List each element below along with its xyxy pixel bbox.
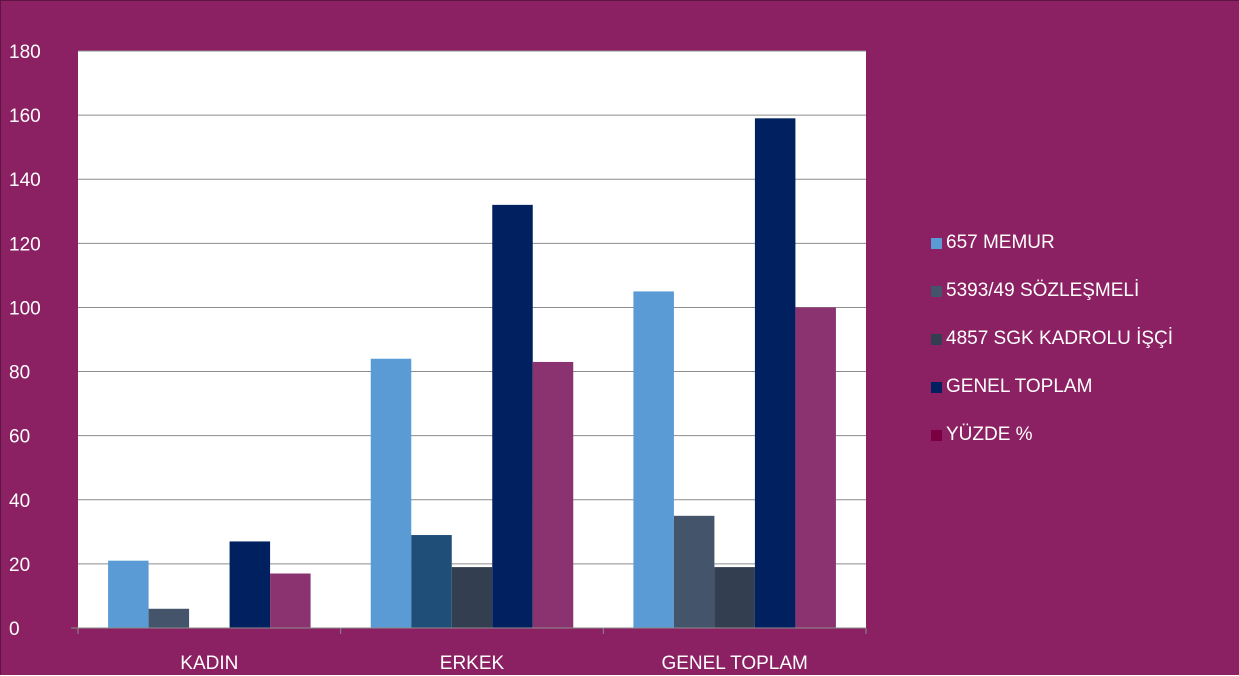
bar — [754, 118, 796, 629]
bar — [411, 535, 452, 628]
legend: 657 MEMUR 5393/49 SÖZLEŞMELİ 4857 SGK KADR… — [931, 231, 1231, 471]
legend-label: YÜZDE % — [946, 424, 1033, 445]
legend-item: GENEL TOPLAM — [931, 375, 1231, 399]
legend-swatch — [931, 429, 942, 441]
bars — [108, 118, 836, 629]
bar — [532, 361, 574, 628]
legend-label: 5393/49 SÖZLEŞMELİ — [946, 280, 1140, 301]
bar — [270, 573, 311, 628]
x-category-label: GENEL TOPLAM — [661, 653, 807, 674]
y-tick-label: 60 — [9, 427, 30, 448]
bar — [673, 515, 715, 628]
legend-item: 657 MEMUR — [931, 231, 1231, 255]
bar — [795, 307, 836, 628]
bar — [148, 608, 190, 628]
x-category-label: KADIN — [180, 653, 238, 674]
legend-label: 657 MEMUR — [946, 232, 1055, 253]
y-tick-label: 80 — [9, 363, 30, 384]
y-tick-label: 140 — [9, 170, 41, 191]
bar — [370, 358, 412, 628]
y-tick-label: 180 — [9, 42, 41, 63]
bar — [108, 560, 149, 628]
legend-swatch — [931, 381, 942, 393]
x-axis — [71, 627, 867, 634]
y-axis-ticks: 0 20 40 60 80 100 120 140 160 180 — [9, 42, 41, 640]
legend-label: 4857 SGK KADROLU İŞÇİ — [946, 328, 1174, 349]
bar — [714, 567, 755, 628]
bar — [451, 567, 493, 628]
legend-item: 5393/49 SÖZLEŞMELİ — [931, 279, 1231, 303]
y-tick-label: 100 — [9, 298, 41, 319]
y-tick-label: 0 — [9, 619, 20, 640]
bar — [229, 541, 271, 628]
gridlines — [78, 50, 866, 565]
legend-item: YÜZDE % — [931, 423, 1231, 447]
legend-item: 4857 SGK KADROLU İŞÇİ — [931, 327, 1231, 351]
legend-swatch — [931, 333, 942, 345]
y-tick-label: 160 — [9, 106, 41, 127]
y-tick-label: 120 — [9, 234, 41, 255]
bar — [633, 291, 674, 628]
legend-label: GENEL TOPLAM — [946, 376, 1093, 397]
y-tick-label: 20 — [9, 555, 30, 576]
legend-swatch — [931, 285, 942, 297]
x-category-label: ERKEK — [440, 653, 505, 674]
bar — [492, 204, 533, 628]
y-tick-label: 40 — [9, 491, 30, 512]
x-axis-categories: KADIN ERKEK GENEL TOPLAM — [180, 653, 808, 674]
plot-area — [78, 51, 866, 628]
legend-swatch — [931, 237, 942, 249]
